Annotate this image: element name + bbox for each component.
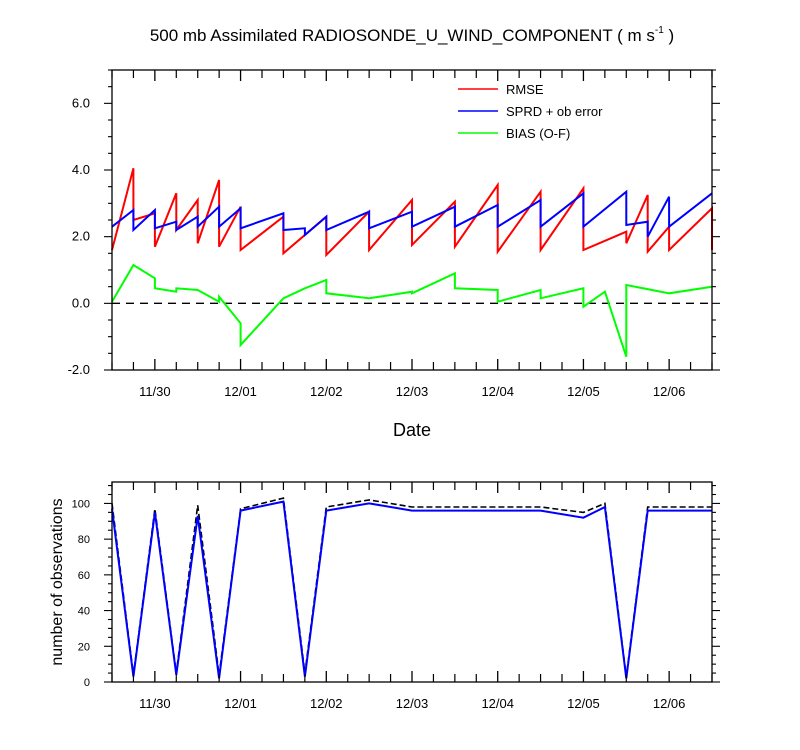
y-tick-label: 2.0 [72, 229, 90, 244]
x-tick-label: 12/01 [224, 696, 257, 711]
x-tick-label: 11/30 [139, 696, 171, 711]
top-series-layer [111, 168, 713, 358]
bottom-series-layer [111, 497, 712, 679]
legend-label-sprd: SPRD + ob error [506, 104, 603, 119]
y-tick-label: 100 [72, 498, 90, 510]
y-tick-label: 6.0 [72, 95, 90, 110]
top-panel: 500 mb Assimilated RADIOSONDE_U_WIND_COM… [68, 25, 720, 440]
y-tick-label: -2.0 [68, 362, 90, 377]
chart-title-main: 500 mb Assimilated RADIOSONDE_U_WIND_COM… [150, 26, 655, 45]
x-tick-label: 12/03 [396, 384, 429, 399]
x-tick-label: 12/03 [396, 696, 429, 711]
chart-title: 500 mb Assimilated RADIOSONDE_U_WIND_COM… [150, 25, 674, 45]
x-tick-label: 12/04 [481, 384, 514, 399]
y-tick-label: 0.0 [72, 295, 90, 310]
legend-label-rmse: RMSE [506, 82, 544, 97]
y-tick-label: 4.0 [72, 162, 90, 177]
y-tick-label: 40 [78, 606, 90, 618]
bottom-y-axis-title: number of observations [49, 498, 66, 665]
series-line-observations-assimilated [111, 500, 712, 679]
legend-label-bias: BIAS (O-F) [506, 126, 570, 141]
y-tick-label: 80 [78, 534, 90, 546]
legend: RMSE SPRD + ob error BIAS (O-F) [458, 82, 603, 141]
y-tick-label: 0 [84, 677, 90, 689]
x-tick-label: 12/02 [310, 384, 343, 399]
x-tick-label: 12/06 [653, 696, 686, 711]
y-tick-label: 60 [78, 570, 90, 582]
top-ticks-layer: 11/30 12/01 12/02 12/03 12/04 12/05 12/06 -2.0 0… [68, 69, 720, 399]
series-line-sprd-ob-error [111, 189, 713, 238]
x-tick-label: 12/06 [653, 384, 686, 399]
bottom-panel: 11/30 12/01 12/02 12/03 12/04 12/05 12/06 0 20 40… [49, 481, 720, 711]
x-tick-label: 12/02 [310, 696, 343, 711]
x-tick-label: 12/05 [567, 384, 600, 399]
x-tick-label: 11/30 [139, 384, 171, 399]
x-tick-label: 12/05 [567, 696, 600, 711]
series-line-bias-o-f [111, 263, 713, 358]
chart-title-close: ) [664, 26, 674, 45]
bottom-ticks-layer: 11/30 12/01 12/02 12/03 12/04 12/05 12/06 0 20 40… [72, 482, 720, 711]
x-tick-label: 12/04 [481, 696, 514, 711]
x-axis-title: Date [393, 420, 431, 440]
chart-title-exponent: -1 [655, 25, 664, 36]
y-tick-label: 20 [78, 641, 90, 653]
x-tick-label: 12/01 [224, 384, 257, 399]
